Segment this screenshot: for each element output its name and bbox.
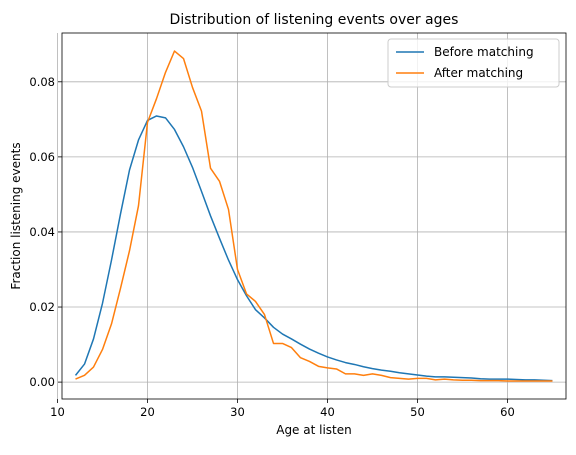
x-tick-label: 50 <box>410 405 425 419</box>
legend-box <box>387 38 560 88</box>
x-tick-label: 10 <box>50 405 65 419</box>
x-tick-label: 40 <box>320 405 335 419</box>
x-tick-label: 60 <box>500 405 515 419</box>
chart-title: Distribution of listening events over ag… <box>170 12 459 28</box>
legend: Before matching After matching <box>387 38 560 88</box>
x-axis-label: Age at listen <box>276 423 352 437</box>
y-axis-label: Fraction listening events <box>9 142 23 289</box>
series-lines <box>74 50 553 382</box>
y-tick-label: 0.06 <box>29 150 55 164</box>
series-line-1 <box>75 50 553 382</box>
x-axis: 10 20 30 40 50 60 <box>50 399 515 419</box>
legend-label-0: Before matching <box>434 45 534 59</box>
series-line-0 <box>74 115 553 382</box>
legend-label-1: After matching <box>434 66 523 80</box>
x-tick-label: 20 <box>140 405 155 419</box>
y-axis: 0.00 0.02 0.04 0.06 0.08 <box>29 75 62 389</box>
y-tick-label: 0.00 <box>29 375 55 389</box>
x-tick-label: 30 <box>230 405 245 419</box>
plot-frame <box>61 32 567 400</box>
y-tick-label: 0.08 <box>29 75 55 89</box>
y-tick-label: 0.04 <box>29 225 55 239</box>
y-tick-label: 0.02 <box>29 300 55 314</box>
